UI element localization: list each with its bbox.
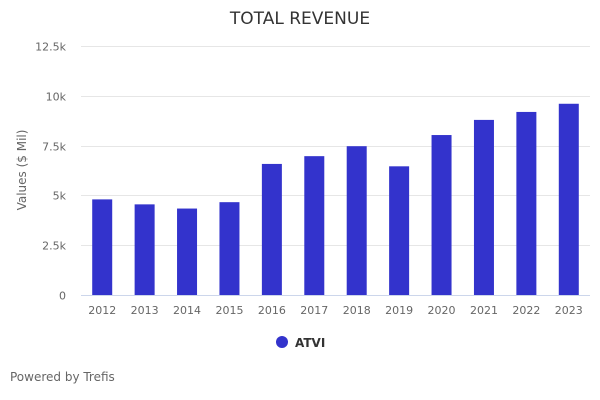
powered-by-credit[interactable]: Powered by Trefis xyxy=(10,370,115,384)
bar-2021[interactable] xyxy=(473,119,494,295)
bar-2016[interactable] xyxy=(261,163,282,295)
x-tick-label: 2014 xyxy=(173,304,201,317)
legend-label: ATVI xyxy=(295,336,325,350)
x-tick-label: 2023 xyxy=(555,304,583,317)
bars xyxy=(92,103,579,295)
chart-title: TOTAL REVENUE xyxy=(229,9,370,29)
x-tick-label: 2018 xyxy=(343,304,371,317)
x-tick-label: 2017 xyxy=(300,304,328,317)
y-tick-label: 2.5k xyxy=(42,240,66,253)
legend-marker xyxy=(276,336,288,348)
bar-2014[interactable] xyxy=(177,208,198,295)
y-axis-ticks: 0 2.5k 5k 7.5k 10k 12.5k xyxy=(35,41,66,303)
y-tick-label: 7.5k xyxy=(42,141,66,154)
gridlines xyxy=(81,46,590,246)
bar-2022[interactable] xyxy=(516,111,537,295)
x-tick-label: 2021 xyxy=(470,304,498,317)
y-tick-label: 10k xyxy=(46,91,67,104)
x-tick-label: 2022 xyxy=(512,304,540,317)
x-tick-label: 2015 xyxy=(215,304,243,317)
x-tick-label: 2016 xyxy=(258,304,286,317)
bar-2020[interactable] xyxy=(431,135,452,295)
bar-2023[interactable] xyxy=(558,103,579,295)
bar-2013[interactable] xyxy=(134,204,155,295)
y-axis-label: Values ($ Mil) xyxy=(15,130,29,211)
y-tick-label: 5k xyxy=(53,190,67,203)
legend-item-atvi[interactable]: ATVI xyxy=(276,336,325,350)
bar-2015[interactable] xyxy=(219,202,240,295)
x-axis-ticks: 2012 2013 2014 2015 2016 2017 2018 2019 2020 2021… xyxy=(88,304,583,317)
x-tick-label: 2020 xyxy=(428,304,456,317)
bar-2019[interactable] xyxy=(389,166,410,295)
y-tick-label: 12.5k xyxy=(35,41,66,54)
bar-2017[interactable] xyxy=(304,156,325,295)
x-tick-label: 2012 xyxy=(88,304,116,317)
x-tick-label: 2019 xyxy=(385,304,413,317)
x-tick-label: 2013 xyxy=(131,304,159,317)
bar-2018[interactable] xyxy=(346,146,367,295)
bar-2012[interactable] xyxy=(92,199,113,295)
y-tick-label: 0 xyxy=(59,290,66,303)
